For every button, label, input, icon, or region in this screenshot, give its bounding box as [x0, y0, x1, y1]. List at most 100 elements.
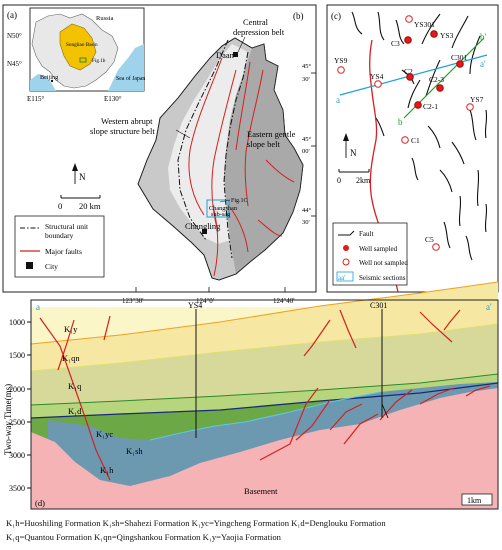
- place-songliao: Songliao Basin: [66, 42, 98, 48]
- fault-line: [244, 69, 264, 207]
- fault-line: [484, 109, 488, 139]
- figure: (b) Daan Changling Central: [2, 4, 499, 510]
- fault-line: [451, 141, 465, 165]
- place-beijing: Beijing: [40, 74, 58, 81]
- lat-ticks-b: 45° 30' 45° 00' 44° 30': [302, 63, 316, 226]
- central-belt-label-2: depression belt: [233, 27, 285, 37]
- fault-line: [213, 209, 219, 277]
- section-label-b: b: [398, 117, 403, 127]
- fault-line: [395, 19, 405, 45]
- legend-sampled-swatch: [343, 245, 349, 251]
- y-tick-label: 3500: [9, 484, 25, 493]
- horizon-line: [30, 323, 499, 372]
- lat-min-label: 00': [302, 148, 310, 155]
- scale-d-label: 1km: [467, 496, 482, 505]
- panel-d-frame: [30, 299, 499, 510]
- fault-line: [57, 319, 75, 371]
- structural-boundary-east: [223, 51, 249, 259]
- western-belt-label-1: Western abrupt: [101, 116, 153, 126]
- well-marker: [430, 30, 438, 38]
- well-label: YS4: [370, 72, 384, 81]
- study-area-box: [206, 199, 230, 218]
- structural-boundary-west: [177, 39, 229, 241]
- section-end-a-prime: a': [486, 302, 492, 312]
- well-marker-open: [374, 80, 382, 88]
- horizon-line: [30, 373, 499, 406]
- fault-line: [419, 387, 455, 405]
- formation-label: K₁sh: [126, 446, 143, 456]
- panel-b-label: (b): [293, 11, 304, 21]
- legend-fault-c-swatch: [338, 230, 355, 236]
- formation-label: K₁y: [64, 324, 78, 334]
- well-marker: [456, 60, 464, 68]
- lat-deg-label: 45°: [302, 63, 312, 70]
- central-belt-leader: [237, 36, 246, 53]
- fault-line: [458, 195, 462, 227]
- western-belt-leader: [175, 129, 191, 139]
- subsag-label-1: Changshan: [209, 205, 238, 212]
- fault-line: [421, 13, 441, 45]
- eastern-belt-label-1: Eastern gentle: [247, 129, 296, 139]
- beijing-marker: [50, 79, 54, 83]
- fault-line: [231, 209, 249, 253]
- y-tick-label: 3000: [9, 451, 25, 460]
- north-arrowhead-c-icon: [343, 133, 349, 141]
- well-marker-open: [337, 66, 345, 74]
- fault-line: [419, 311, 453, 343]
- well-label-c301: C301: [370, 301, 387, 310]
- place-sea: Sea of Japan: [116, 75, 145, 82]
- y-axis-label: Two-way Time(ms): [3, 384, 13, 455]
- central-belt-label-1: Central: [243, 17, 269, 27]
- panel-a: (a) Russia Songliao Basin Fig.1b Beijing…: [7, 7, 145, 103]
- fig-1c-leader: [219, 199, 231, 203]
- fault-line: [375, 117, 385, 137]
- western-belt-label-2: slope structure belt: [90, 126, 155, 136]
- panel-d-label: (d): [35, 498, 45, 508]
- y-axis: 1000 1500 2000 2500 3000 3500: [9, 318, 31, 493]
- fault-line: [469, 35, 481, 75]
- legend-seismic-swatch: [336, 271, 354, 282]
- fault-line: [351, 11, 363, 35]
- well-marker: [414, 101, 422, 109]
- legend-city-swatch: [26, 262, 33, 269]
- horizons: [30, 281, 499, 441]
- well-label: C5: [425, 235, 434, 244]
- scale-b-zero: 0: [58, 201, 62, 211]
- formation-label: K₁q: [68, 381, 82, 391]
- well-deviation-c301: [381, 403, 389, 419]
- wells-not-sampled: [337, 15, 474, 251]
- faults-d: [39, 309, 491, 481]
- lat-deg-label: 45°: [302, 136, 312, 143]
- fault-line: [427, 125, 441, 149]
- well-marker-open: [466, 103, 474, 111]
- fault-line: [425, 59, 441, 97]
- sea-area: [108, 44, 144, 91]
- panel-c-label: (c): [331, 11, 341, 21]
- scale-d: [461, 493, 493, 506]
- fault-line: [443, 221, 451, 249]
- fault-line: [465, 235, 473, 261]
- panel-d: YS4 C301 a a' (d) 1000 1500 2000 2500 30…: [3, 281, 499, 510]
- lon-label: 124°0': [196, 297, 214, 305]
- lon-label-a: E115°: [27, 95, 45, 103]
- fault-line: [39, 317, 111, 481]
- legend-boundary-label-1: Structural unit: [45, 222, 89, 231]
- lat-deg-label: 44°: [302, 207, 312, 214]
- legend-fault-label: Major faults: [45, 247, 82, 256]
- formation-label: K₁d: [68, 406, 82, 416]
- fig-1c-label: Fig.1C: [231, 198, 248, 204]
- wells-sampled: [404, 30, 464, 109]
- caption-line-2: K₁q=Quantou Formation K₁qn=Qingshankou F…: [6, 532, 281, 542]
- formation-labels: K₁y K₁qn K₁q K₁d K₁yc K₁sh K₁h Basement: [62, 324, 278, 496]
- faults-c: [351, 11, 488, 261]
- y-tick-label: 2000: [9, 385, 25, 394]
- fault-line: [469, 109, 477, 141]
- fault-line: [265, 159, 295, 183]
- city-label-daan: Daan: [216, 50, 235, 60]
- section-label-a: a: [336, 95, 340, 105]
- fault-line: [443, 309, 461, 331]
- well-label: YS9: [334, 56, 348, 65]
- panel-c: (c): [326, 4, 499, 293]
- legend-seismic-symbol: aa': [338, 274, 345, 282]
- fault-line: [303, 319, 331, 357]
